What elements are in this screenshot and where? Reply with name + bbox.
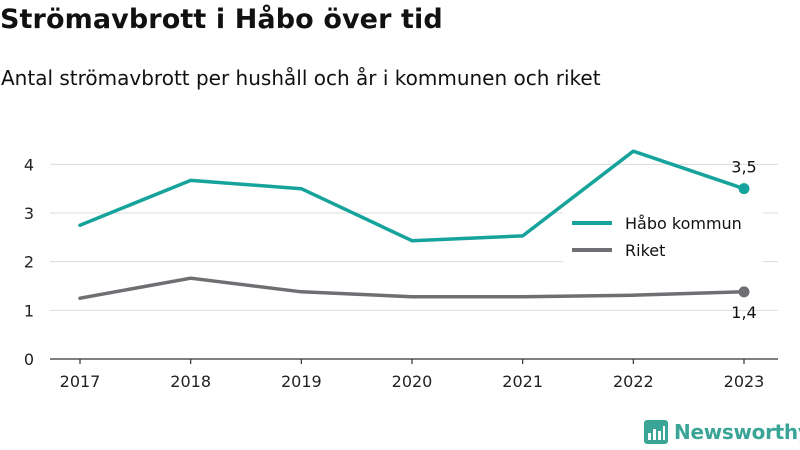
series-line <box>78 276 746 300</box>
y-axis: 0 1 2 3 4 <box>24 155 34 369</box>
y-tick-label: 4 <box>24 155 34 174</box>
series-end-point <box>738 286 750 298</box>
chart-subtitle: Antal strömavbrott per hushåll och år i … <box>1 66 601 90</box>
x-tick-label: 2020 <box>392 372 433 391</box>
x-tick-label: 2019 <box>281 372 322 391</box>
y-tick-label: 0 <box>24 350 34 369</box>
series-end-point <box>738 183 750 195</box>
legend-background <box>563 207 763 267</box>
y-tick-label: 1 <box>24 301 34 320</box>
x-tick-label: 2017 <box>60 372 101 391</box>
series-end-label: 1,4 <box>731 303 756 322</box>
x-axis: 2017 2018 2019 2020 2021 2022 2023 <box>50 358 778 391</box>
x-tick-label: 2023 <box>724 372 765 391</box>
legend-label: Håbo kommun <box>625 214 742 233</box>
legend: Håbo kommun Riket <box>563 207 763 267</box>
bar-chart-icon <box>644 420 668 444</box>
x-tick-label: 2018 <box>170 372 211 391</box>
chart-title: Strömavbrott i Håbo över tid <box>0 4 443 35</box>
line-chart: 0 1 2 3 4 2017 2018 2019 2020 2021 2022 2023 3,5 1,… <box>24 149 778 391</box>
x-tick-label: 2021 <box>502 372 543 391</box>
brand: Newsworthy <box>644 419 800 445</box>
brand-name: Newsworthy <box>674 420 800 444</box>
series-line <box>78 149 746 243</box>
y-tick-label: 3 <box>24 204 34 223</box>
y-tick-label: 2 <box>24 253 34 272</box>
series-end-label: 3,5 <box>731 158 756 177</box>
x-tick-label: 2022 <box>613 372 654 391</box>
legend-label: Riket <box>625 241 665 260</box>
series-lines: 3,5 1,4 <box>78 149 757 322</box>
